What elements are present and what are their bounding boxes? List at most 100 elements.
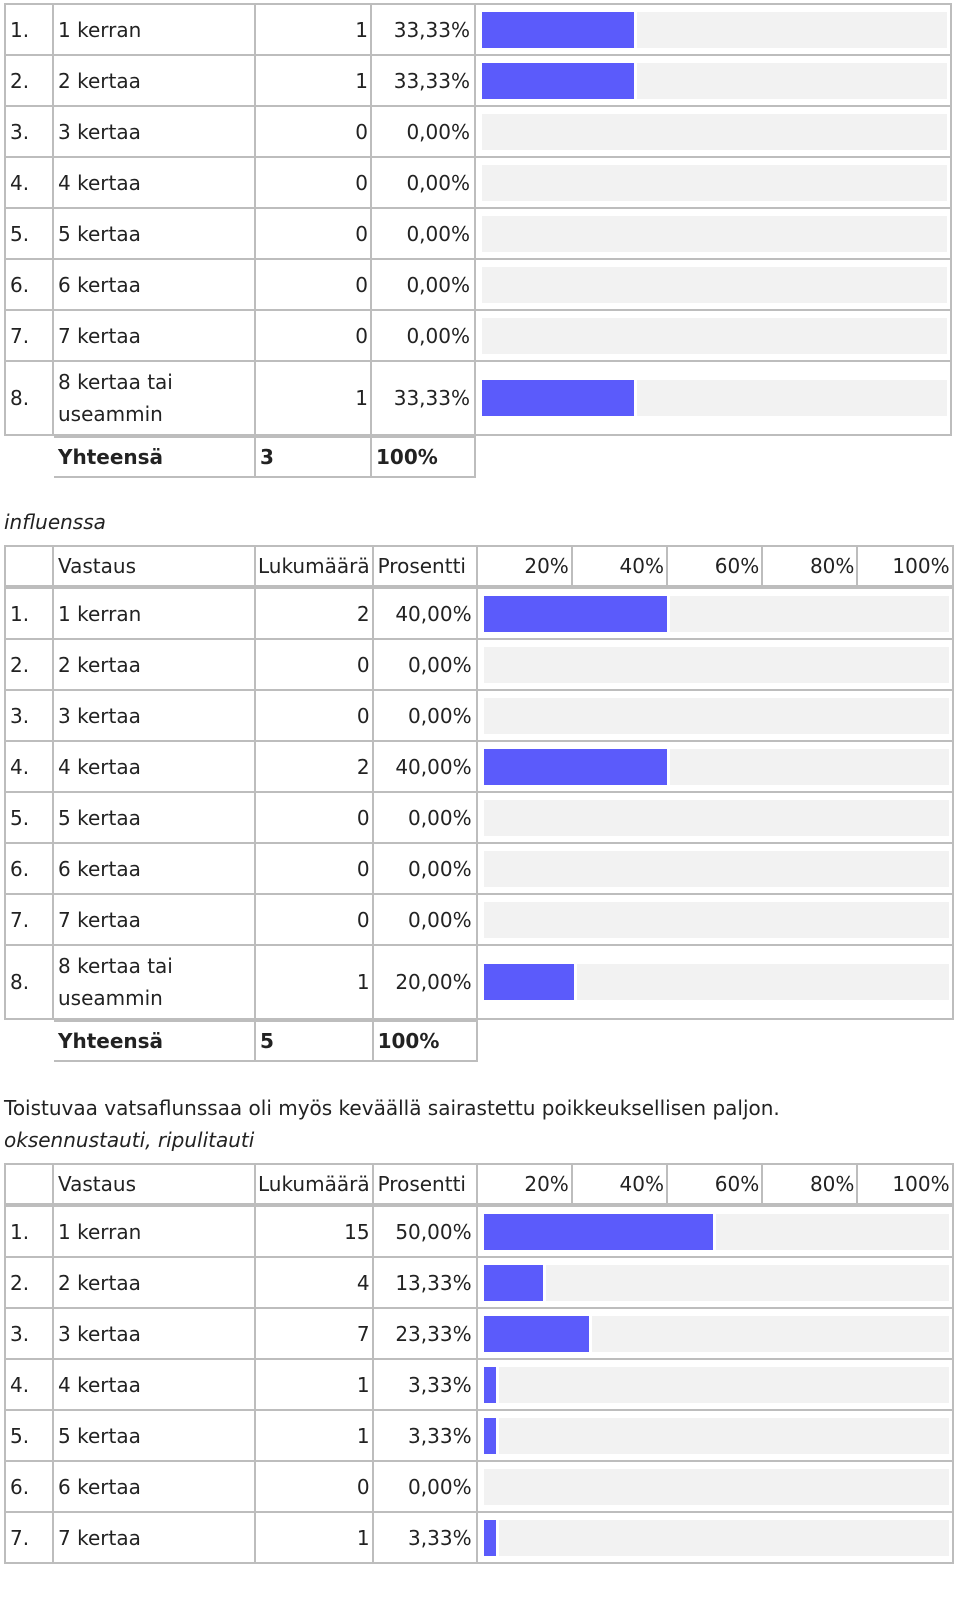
bar-fill [483, 595, 670, 632]
tick-label: 100% [892, 1172, 950, 1196]
bar-fill [482, 62, 637, 99]
bar-track [482, 215, 947, 252]
result-row: 3. 3 kertaa 0 0,00% [4, 107, 952, 158]
result-row: 5. 5 kertaa 0 0,00% [4, 209, 952, 260]
answer-label: 6 kertaa [54, 844, 256, 895]
answer-label: 4 kertaa [54, 1360, 256, 1411]
bar-track [483, 1519, 949, 1556]
row-number: 8. [4, 362, 54, 436]
result-row: 4. 4 kertaa 0 0,00% [4, 158, 952, 209]
answer-percent: 0,00% [373, 691, 478, 742]
results-body-2: 1. 1 kerran 2 40,00% 2. 2 kertaa 0 0,00% 3. 3 ker… [4, 587, 954, 1020]
result-row: 2. 2 kertaa 1 33,33% [4, 56, 952, 107]
answer-label: 5 kertaa [54, 209, 256, 260]
result-row: 3. 3 kertaa 0 0,00% [4, 691, 954, 742]
total-percent: 100% [373, 1020, 478, 1062]
row-number: 4. [4, 1360, 54, 1411]
total-label: Yhteensä [54, 1020, 256, 1062]
bar-track [482, 317, 947, 354]
bar-fill [482, 11, 637, 48]
bar-track [483, 1213, 949, 1250]
result-row: 3. 3 kertaa 7 23,33% [4, 1309, 954, 1360]
header-percent: Prosentti [373, 545, 478, 587]
result-row: 1. 1 kerran 15 50,00% [4, 1205, 954, 1258]
bar-track [483, 901, 949, 938]
answer-label: 2 kertaa [54, 640, 256, 691]
bar-fill [483, 1213, 717, 1250]
bar-fill [483, 1366, 500, 1403]
answer-percent: 0,00% [372, 209, 476, 260]
scale-ticks: 20% 40% 60% 80% 100% [477, 545, 954, 587]
result-row: 1. 1 kerran 2 40,00% [4, 587, 954, 640]
bar-fill [483, 1417, 500, 1454]
answer-count: 1 [256, 362, 372, 436]
bar-track [482, 11, 947, 48]
answer-count: 1 [256, 56, 372, 107]
answer-count: 0 [256, 844, 374, 895]
result-row: 7. 7 kertaa 0 0,00% [4, 311, 952, 362]
bar-track [483, 799, 949, 836]
bar-track [483, 1264, 949, 1301]
result-row: 5. 5 kertaa 0 0,00% [4, 793, 954, 844]
tick-label: 20% [478, 1165, 573, 1203]
answer-count: 0 [256, 209, 372, 260]
bar-fill [483, 1315, 593, 1352]
answer-count: 0 [256, 895, 374, 946]
results-table-2: Vastaus Lukumäärä Prosentti 20% 40% 60% … [4, 545, 954, 1062]
answer-count: 1 [256, 1513, 374, 1564]
bar-track [482, 266, 947, 303]
answer-count: 1 [256, 946, 374, 1020]
row-number: 7. [4, 1513, 54, 1564]
row-number: 2. [4, 1258, 54, 1309]
row-number: 6. [4, 1462, 54, 1513]
answer-count: 0 [256, 158, 372, 209]
answer-percent: 3,33% [373, 1513, 478, 1564]
answer-label: 4 kertaa [54, 158, 256, 209]
tick-label: 80% [763, 1165, 859, 1203]
answer-count: 1 [256, 1360, 374, 1411]
answer-count: 1 [256, 3, 372, 56]
result-row: 7. 7 kertaa 1 3,33% [4, 1513, 954, 1564]
answer-count: 1 [256, 1411, 374, 1462]
tick-label: 60% [668, 1165, 764, 1203]
tick-label: 100% [892, 554, 950, 578]
answer-label: 1 kerran [54, 3, 256, 56]
results-body-1: 1. 1 kerran 1 33,33% 2. 2 kertaa 1 33,33% 3. 3 ke… [4, 3, 952, 436]
answer-label: 5 kertaa [54, 793, 256, 844]
row-number: 6. [4, 260, 54, 311]
header-count: Lukumäärä [256, 1163, 374, 1205]
answer-label: 1 kerran [54, 587, 256, 640]
answer-percent: 0,00% [373, 895, 478, 946]
bar-track [482, 62, 947, 99]
bar-track [483, 595, 949, 632]
answer-percent: 33,33% [372, 3, 476, 56]
row-number: 3. [4, 107, 54, 158]
result-row: 8. 8 kertaa tai useammin 1 33,33% [4, 362, 952, 436]
answer-percent: 13,33% [373, 1258, 478, 1309]
row-number: 5. [4, 209, 54, 260]
header-answer: Vastaus [54, 1163, 256, 1205]
answer-count: 0 [256, 260, 372, 311]
bar-track [482, 380, 947, 416]
comment-text: Toistuvaa vatsaflunssaa oli myös kevääll… [4, 1096, 780, 1120]
answer-count: 0 [256, 640, 374, 691]
total-count: 5 [256, 1020, 374, 1062]
bar-track [483, 646, 949, 683]
answer-percent: 0,00% [373, 640, 478, 691]
row-number: 6. [4, 844, 54, 895]
answer-percent: 0,00% [373, 844, 478, 895]
answer-count: 0 [256, 691, 374, 742]
answer-count: 2 [256, 587, 374, 640]
bar-track [483, 697, 949, 734]
answer-percent: 0,00% [372, 107, 476, 158]
result-row: 2. 2 kertaa 4 13,33% [4, 1258, 954, 1309]
row-number: 7. [4, 311, 54, 362]
scale-ticks: 20% 40% 60% 80% 100% [477, 1163, 954, 1205]
result-row: 8. 8 kertaa tai useammin 1 20,00% [4, 946, 954, 1020]
answer-count: 7 [256, 1309, 374, 1360]
answer-label: 2 kertaa [54, 1258, 256, 1309]
row-number: 3. [4, 691, 54, 742]
answer-percent: 0,00% [373, 793, 478, 844]
answer-percent: 40,00% [373, 742, 478, 793]
answer-count: 0 [256, 107, 372, 158]
